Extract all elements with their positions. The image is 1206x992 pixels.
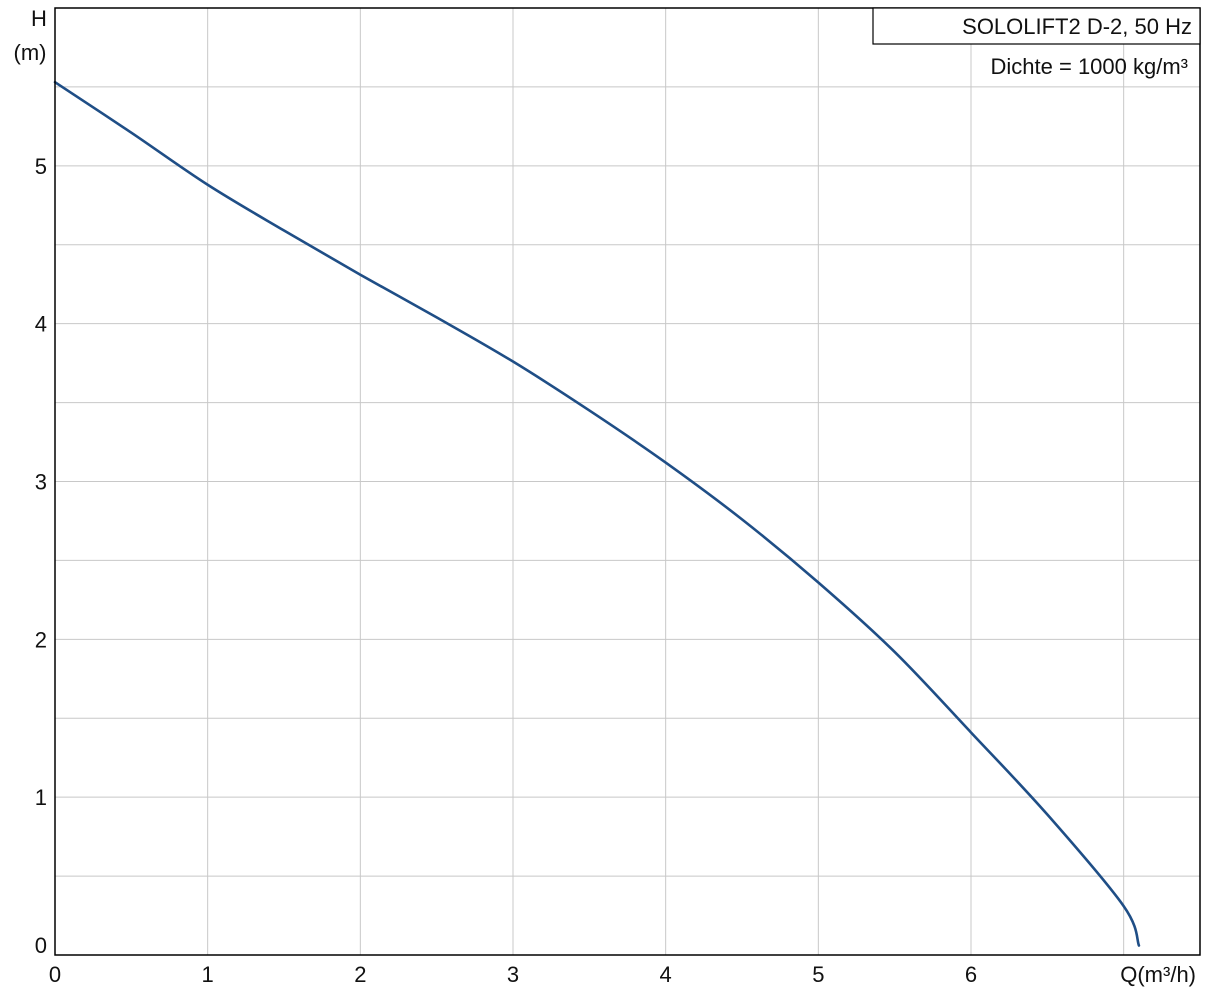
y-tick-label: 4 [35, 312, 47, 337]
y-tick-label: 0 [35, 933, 47, 958]
x-tick-label: 5 [812, 962, 824, 987]
y-tick-labels: 0 1 2 3 4 5 [35, 154, 47, 958]
series-line [53, 80, 1141, 947]
x-tick-label: 1 [202, 962, 214, 987]
y-tick-label: 2 [35, 627, 47, 652]
curve-layer [53, 80, 1141, 947]
y-axis-unit: (m) [14, 40, 47, 65]
x-tick-label: 3 [507, 962, 519, 987]
grid-lines [55, 8, 1200, 955]
x-tick-label: 4 [660, 962, 672, 987]
x-tick-label: 0 [49, 962, 61, 987]
y-tick-label: 5 [35, 154, 47, 179]
chart-title: SOLOLIFT2 D-2, 50 Hz [962, 14, 1192, 39]
plot-frame [54, 7, 1201, 956]
x-tick-label: 2 [354, 962, 366, 987]
legend-box [872, 7, 1201, 45]
x-tick-labels: 0 1 2 3 4 5 6 [49, 962, 977, 987]
y-tick-label: 1 [35, 785, 47, 810]
chart-subtitle: Dichte = 1000 kg/m³ [991, 54, 1188, 79]
x-axis-label: Q(m³/h) [1120, 962, 1196, 987]
y-axis-label: H [31, 6, 47, 31]
x-tick-label: 6 [965, 962, 977, 987]
y-tick-label: 3 [35, 470, 47, 495]
